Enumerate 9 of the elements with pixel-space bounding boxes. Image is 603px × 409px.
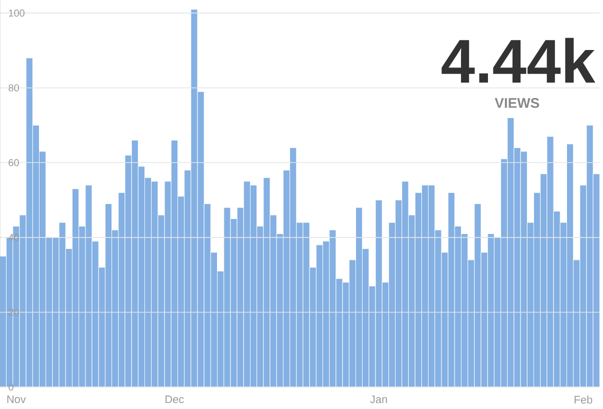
x-tick-label: Dec: [166, 396, 184, 404]
x-tick-label: Jan: [370, 396, 387, 404]
y-tick-label: 60: [8, 159, 19, 166]
annotation: VIEWS: [494, 98, 540, 108]
y-tick-label: 80: [8, 84, 19, 92]
x-tick-label: Feb: [574, 396, 592, 404]
y-tick-label: 100: [8, 10, 24, 17]
x-tick-label: Nov: [7, 396, 26, 404]
annotation: 4.44k: [442, 38, 596, 83]
